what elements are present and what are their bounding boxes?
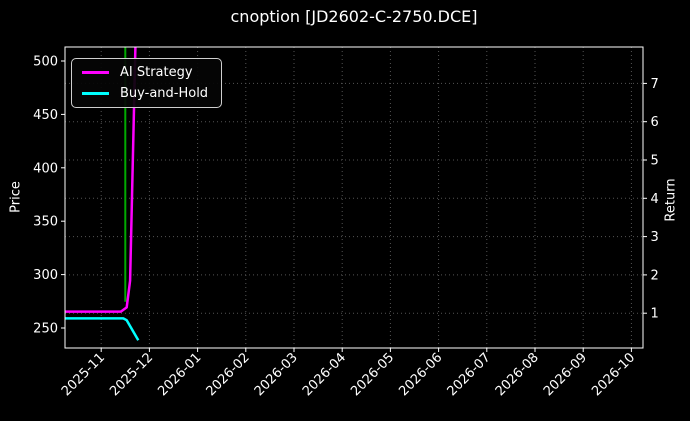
legend-item-buy-and-hold: Buy-and-Hold (82, 85, 208, 102)
x-tick-label: 2026-10 (589, 350, 638, 399)
y-right-tick-label: 2 (651, 268, 659, 283)
legend: AI Strategy Buy-and-Hold (71, 58, 223, 108)
legend-label-buy-and-hold: Buy-and-Hold (120, 86, 209, 101)
legend-item-ai-strategy: AI Strategy (82, 64, 208, 81)
x-tick-label: 2026-01 (155, 350, 204, 399)
ai-strategy-line-swatch (82, 71, 109, 74)
series-line-buy-and-hold (65, 317, 140, 341)
x-tick-label: 2025-11 (59, 350, 108, 399)
x-tick-label: 2026-04 (300, 350, 349, 399)
chart-title: cnoption [JD2602-C-2750.DCE] (230, 7, 478, 26)
x-tick-label: 2026-08 (493, 350, 542, 399)
y-right-tick-label: 4 (651, 192, 659, 207)
x-tick-label: 2025-12 (107, 350, 156, 399)
y-right-tick-label: 3 (651, 230, 659, 245)
y-right-tick-label: 6 (651, 115, 659, 130)
x-tick-label: 2026-05 (348, 350, 397, 399)
y-left-tick-label: 350 (33, 215, 58, 230)
series-line-ai-strategy (65, 46, 137, 313)
y-left-tick-label: 450 (33, 108, 58, 123)
x-tick-label: 2026-09 (541, 350, 590, 399)
legend-label-ai-strategy: AI Strategy (120, 65, 193, 80)
axes-spines (64, 46, 644, 349)
x-tick-label: 2026-07 (445, 350, 494, 399)
buy-and-hold-line-swatch (82, 92, 109, 95)
y-left-tick-label: 250 (33, 322, 58, 337)
y-left-tick-label: 500 (33, 55, 58, 70)
y-left-tick-label: 300 (33, 268, 58, 283)
y-right-tick-label: 7 (651, 77, 659, 92)
y-left-tick-label: 400 (33, 161, 58, 176)
y-right-tick-label: 1 (651, 307, 659, 322)
x-tick-label: 2026-06 (396, 350, 445, 399)
x-tick-label: 2026-02 (204, 350, 253, 399)
y-right-tick-label: 5 (651, 154, 659, 169)
x-tick-label: 2026-03 (252, 350, 301, 399)
